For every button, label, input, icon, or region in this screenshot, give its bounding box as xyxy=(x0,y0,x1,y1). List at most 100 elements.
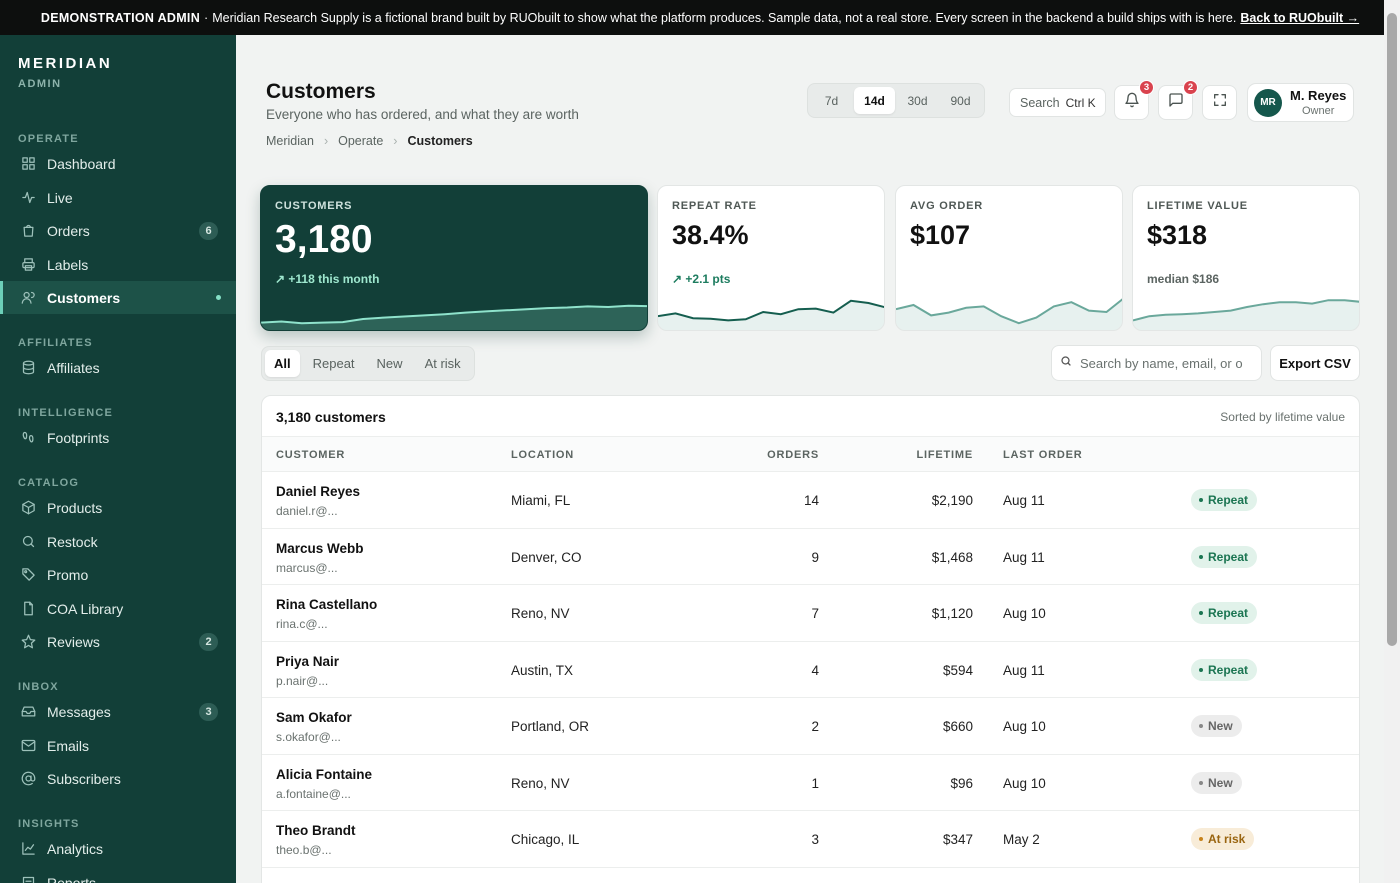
customer-last-order: Aug 10 xyxy=(1003,775,1046,791)
sidebar-item-label: Promo xyxy=(47,566,89,583)
customer-email: marcus@... xyxy=(276,560,338,575)
notifications-button[interactable]: 3 xyxy=(1114,80,1154,120)
sidebar-item-analytics[interactable]: Analytics xyxy=(0,832,236,865)
column-orders[interactable]: ORDERS xyxy=(767,449,819,461)
sidebar-item-reviews[interactable]: Reviews 2 xyxy=(0,625,236,658)
sidebar-item-emails[interactable]: Emails xyxy=(0,729,236,762)
status-label: Repeat xyxy=(1208,606,1249,620)
sidebar-item-dashboard[interactable]: Dashboard xyxy=(0,147,236,180)
sidebar-item-label: Subscribers xyxy=(47,770,121,787)
brand[interactable]: MERIDIAN ADMIN xyxy=(18,55,112,90)
sidebar-item-label: Reports xyxy=(47,874,97,883)
table-row[interactable]: Sam Okafor s.okafor@... Portland, OR 2 $660 A… xyxy=(262,698,1359,755)
scrollbar-thumb[interactable] xyxy=(1387,13,1397,646)
customer-lifetime: $347 xyxy=(942,832,973,847)
column-location[interactable]: LOCATION xyxy=(511,449,575,461)
date-range-selector: 7d 14d 30d 90d xyxy=(807,83,985,118)
kpi-card-customers[interactable]: CUSTOMERS 3,180 ↗ +118 this month xyxy=(260,185,648,331)
table-header-bar: 3,180 customers Sorted by lifetime value xyxy=(262,396,1359,437)
customer-lifetime: $96 xyxy=(950,775,973,791)
fullscreen-button[interactable] xyxy=(1202,85,1237,120)
kpi-value: 3,180 xyxy=(275,218,373,261)
sparkline xyxy=(1133,299,1359,330)
sidebar-item-subscribers[interactable]: Subscribers xyxy=(0,762,236,795)
column-customer[interactable]: CUSTOMER xyxy=(276,449,346,461)
status-badge: Repeat xyxy=(1191,489,1258,511)
sidebar-item-labels[interactable]: Labels xyxy=(0,248,236,281)
page-scrollbar[interactable] xyxy=(1384,0,1400,883)
sidebar-item-messages[interactable]: Messages 3 xyxy=(0,695,236,728)
back-link[interactable]: Back to RUObuilt → xyxy=(1240,10,1360,25)
column-headers: CUSTOMER LOCATION ORDERS LIFETIME LAST O… xyxy=(262,437,1359,472)
customer-last-order: Aug 11 xyxy=(1003,662,1045,678)
export-csv-button[interactable]: Export CSV xyxy=(1270,345,1360,381)
sidebar-item-orders[interactable]: Orders 6 xyxy=(0,214,236,247)
status-badge: Repeat xyxy=(1191,602,1258,624)
kpi-card-avg-order[interactable]: AVG ORDER $107 xyxy=(895,185,1123,331)
range-14d[interactable]: 14d xyxy=(854,87,895,114)
status-badge: New xyxy=(1191,771,1242,794)
kpi-card-lifetime-value[interactable]: LIFETIME VALUE $318 median $186 xyxy=(1132,185,1360,331)
table-row[interactable]: Daniel Reyes daniel.r@... Miami, FL 14 $2,19… xyxy=(262,472,1359,529)
customer-location: Chicago, IL xyxy=(511,832,580,847)
messages-button[interactable]: 2 xyxy=(1158,80,1198,120)
global-search-button[interactable]: Search Ctrl K xyxy=(1009,88,1106,117)
filter-at-risk[interactable]: At risk xyxy=(424,356,461,371)
customer-orders: 1 xyxy=(811,775,819,791)
sidebar-item-promo[interactable]: Promo xyxy=(0,558,236,591)
customer-name: Marcus Webb xyxy=(276,540,364,556)
sidebar-item-coa-library[interactable]: COA Library xyxy=(0,592,236,625)
customer-lifetime: $1,468 xyxy=(931,549,973,565)
sidebar-item-customers[interactable]: Customers xyxy=(0,281,236,314)
status-dot xyxy=(1199,667,1203,672)
filter-new[interactable]: New xyxy=(376,356,403,371)
sidebar-item-restock[interactable]: Restock xyxy=(0,525,236,558)
brand-sub: ADMIN xyxy=(18,78,62,90)
sidebar-item-label: Labels xyxy=(47,256,89,273)
trend-up-icon: ↗ xyxy=(275,272,289,286)
customer-search[interactable] xyxy=(1051,345,1262,381)
customer-email: s.okafor@... xyxy=(276,730,341,744)
sidebar-item-live[interactable]: Live xyxy=(0,181,236,214)
user-menu[interactable]: MR M. Reyes Owner xyxy=(1247,83,1354,122)
table-row[interactable]: Rina Castellano rina.c@... Reno, NV 7 $1,120… xyxy=(262,585,1359,642)
breadcrumb-operate[interactable]: Operate xyxy=(338,134,384,148)
kpi-card-repeat-rate[interactable]: REPEAT RATE 38.4% ↗ +2.1 pts xyxy=(657,185,885,331)
chevron-right-icon: › xyxy=(393,134,398,148)
sparkline-line xyxy=(1133,299,1359,322)
column-lifetime[interactable]: LIFETIME xyxy=(916,449,973,461)
filter-all[interactable]: All xyxy=(265,350,300,377)
sidebar-item-reports[interactable]: Reports xyxy=(0,866,236,883)
sidebar-item-products[interactable]: Products xyxy=(0,491,236,524)
customer-name: Alicia Fontaine xyxy=(276,766,373,782)
customer-name: Theo Brandt xyxy=(276,823,356,838)
customer-search-input[interactable] xyxy=(1080,355,1250,371)
kpi-label: REPEAT RATE xyxy=(672,200,757,212)
sidebar-item-affiliates[interactable]: Affiliates xyxy=(0,351,236,384)
filter-repeat[interactable]: Repeat xyxy=(312,356,355,371)
range-7d[interactable]: 7d xyxy=(824,93,839,108)
messages-count: 2 xyxy=(1183,80,1198,95)
breadcrumb-meridian[interactable]: Meridian xyxy=(266,134,314,148)
status-dot xyxy=(1199,611,1203,615)
sidebar-item-footprints[interactable]: Footprints xyxy=(0,421,236,454)
customer-location: Reno, NV xyxy=(511,775,570,791)
table-row[interactable]: Theo Brandt theo.b@... Chicago, IL 3 $347 May… xyxy=(262,811,1359,868)
range-30d[interactable]: 30d xyxy=(907,93,928,108)
table-row[interactable]: Alicia Fontaine a.fontaine@... Reno, NV 1 $9… xyxy=(262,755,1359,811)
sort-label[interactable]: Sorted by lifetime value xyxy=(1220,410,1345,424)
column-last-order[interactable]: LAST ORDER xyxy=(1003,449,1083,461)
customer-location: Austin, TX xyxy=(511,662,574,678)
sidebar-item-label: Dashboard xyxy=(47,155,116,172)
kpi-value: $107 xyxy=(910,220,971,250)
table-row[interactable]: Marcus Webb marcus@... Denver, CO 9 $1,468 Au… xyxy=(262,529,1359,585)
range-90d[interactable]: 90d xyxy=(950,93,971,108)
sidebar-item-label: Customers xyxy=(47,289,121,306)
sidebar-item-label: Affiliates xyxy=(47,359,100,376)
table-row[interactable]: Priya Nair p.nair@... Austin, TX 4 $594 Aug 1… xyxy=(262,642,1359,698)
customer-email: p.nair@... xyxy=(276,673,329,688)
customer-orders: 3 xyxy=(811,832,819,847)
customer-lifetime: $2,190 xyxy=(931,493,973,508)
sidebar-item-label: Footprints xyxy=(47,429,110,446)
status-dot xyxy=(1199,780,1203,785)
